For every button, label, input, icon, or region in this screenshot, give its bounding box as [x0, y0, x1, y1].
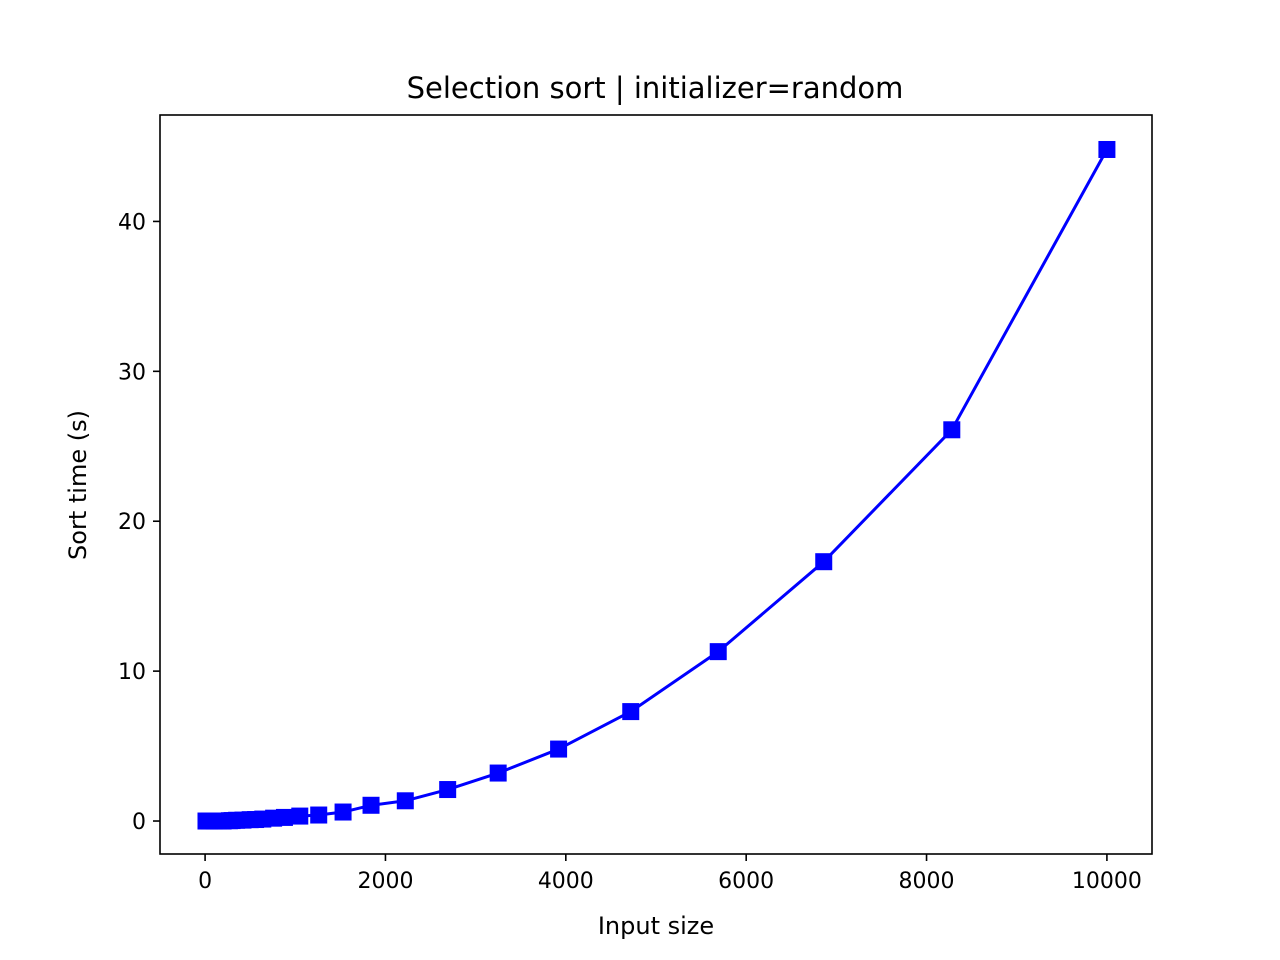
data-point-marker	[489, 764, 507, 782]
y-axis-label: Sort time (s)	[64, 410, 92, 560]
data-point-marker	[943, 421, 961, 439]
data-point-marker	[310, 806, 328, 824]
series-line	[205, 148, 1109, 823]
data-point-marker	[439, 781, 457, 799]
x-tick-label: 10000	[1072, 869, 1142, 894]
y-tick-label: 40	[118, 210, 146, 235]
x-axis-label: Input size	[598, 912, 714, 940]
y-tick-label: 20	[118, 510, 146, 535]
y-axis: 0 10 20 30 40	[118, 210, 160, 835]
data-point-marker	[275, 808, 293, 826]
series-layer	[197, 140, 1116, 830]
data-point-marker	[362, 796, 380, 814]
chart-title: Selection sort | initializer=random	[407, 71, 904, 105]
y-tick-label: 10	[118, 660, 146, 685]
data-point-marker	[291, 807, 309, 825]
data-point-marker	[622, 703, 640, 721]
plot-frame	[159, 114, 1153, 855]
data-point-marker	[815, 553, 833, 571]
data-point-marker	[334, 803, 352, 821]
data-point-marker	[1098, 140, 1116, 158]
x-tick-label: 0	[198, 869, 212, 894]
x-tick-label: 6000	[718, 869, 774, 894]
data-point-marker	[396, 792, 414, 810]
y-tick-label: 30	[118, 360, 146, 385]
data-point-marker	[709, 643, 727, 661]
x-tick-label: 4000	[538, 869, 594, 894]
y-tick-label: 0	[132, 810, 146, 835]
x-tick-label: 8000	[899, 869, 955, 894]
data-point-marker	[550, 740, 568, 758]
x-axis: 0 2000 4000 6000 8000 10000	[198, 854, 1142, 894]
x-tick-label: 2000	[357, 869, 413, 894]
